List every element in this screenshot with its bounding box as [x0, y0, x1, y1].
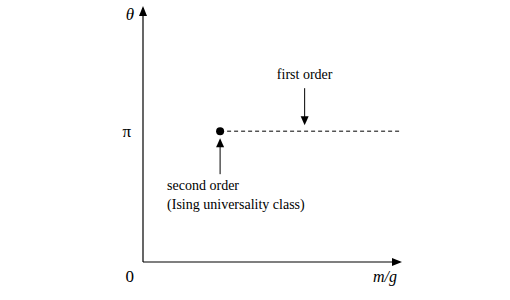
annotation: first order [277, 67, 333, 82]
x-axis [143, 261, 400, 262]
plot-marks [216, 127, 400, 135]
y-axis-label: θ [126, 5, 134, 24]
annotation-arrow [304, 88, 305, 119]
chart-root: θ m/g 0 π first order second order (Ising univ… [0, 0, 510, 300]
y-axis [142, 8, 143, 262]
y-arrow [139, 6, 147, 16]
annotation-arrow-head [216, 138, 224, 147]
annotation-arrow [220, 144, 221, 174]
x-arrow [392, 258, 402, 266]
y-tick-label: π [122, 122, 131, 141]
annotation-arrow-head [301, 116, 309, 125]
x-axis-label: m/g [373, 268, 397, 286]
annotation: second order [167, 178, 239, 193]
y-tick-label: 0 [126, 267, 135, 286]
annotation: (Ising universality class) [167, 197, 305, 213]
phase-line [220, 131, 400, 132]
